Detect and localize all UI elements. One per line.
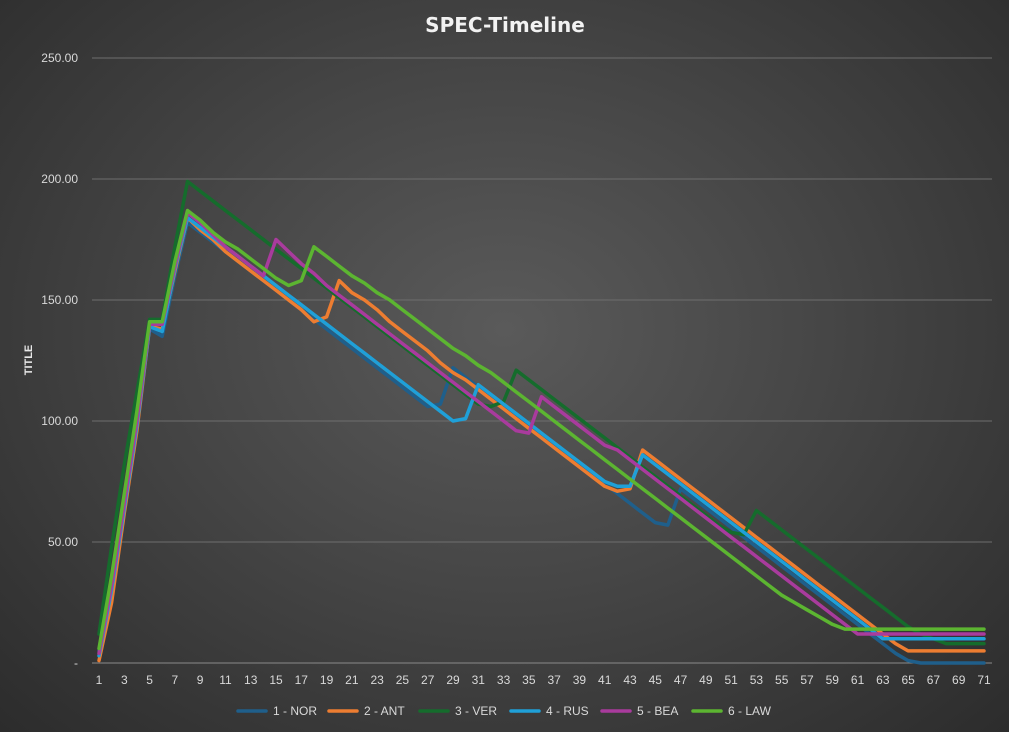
series-line-6-law <box>97 208 986 651</box>
x-tick-label: 1 <box>96 673 103 687</box>
x-tick-label: 39 <box>573 673 587 687</box>
x-tick-label: 51 <box>724 673 738 687</box>
y-tick-label: 50.00 <box>48 535 78 549</box>
x-tick-label: 37 <box>547 673 561 687</box>
x-tick-label: 11 <box>219 673 232 687</box>
x-tick-label: 35 <box>522 673 536 687</box>
x-tick-label: 43 <box>623 673 637 687</box>
y-tick-label: 200.00 <box>41 172 78 186</box>
x-tick-label: 33 <box>497 673 511 687</box>
x-tick-label: 19 <box>320 673 334 687</box>
x-tick-label: 65 <box>901 673 915 687</box>
x-tick-label: 17 <box>295 673 309 687</box>
legend-label: 5 - BEA <box>637 704 678 718</box>
y-tick-label: 100.00 <box>41 414 78 428</box>
x-tick-label: 27 <box>421 673 435 687</box>
y-tick-label: - <box>74 656 78 670</box>
series-line-1-nor <box>97 220 986 665</box>
x-tick-label: 49 <box>699 673 713 687</box>
x-tick-label: 59 <box>826 673 840 687</box>
x-tick-label: 47 <box>674 673 688 687</box>
chart-title: SPEC-Timeline <box>425 13 585 37</box>
x-tick-label: 69 <box>952 673 966 687</box>
x-tick-label: 61 <box>851 673 865 687</box>
x-tick-label: 7 <box>172 673 179 687</box>
x-tick-label: 13 <box>244 673 258 687</box>
x-tick-label: 45 <box>649 673 663 687</box>
series-lines <box>97 179 986 665</box>
x-tick-label: 15 <box>269 673 283 687</box>
x-tick-label: 55 <box>775 673 789 687</box>
x-tick-label: 57 <box>800 673 814 687</box>
y-axis-label: TITLE <box>23 345 35 376</box>
legend-label: 4 - RUS <box>546 704 589 718</box>
x-tick-label: 5 <box>146 673 153 687</box>
x-tick-label: 9 <box>197 673 204 687</box>
legend-label: 6 - LAW <box>728 704 772 718</box>
x-tick-label: 25 <box>396 673 410 687</box>
x-tick-label: 3 <box>121 673 128 687</box>
series-line-2-ant <box>97 215 986 663</box>
y-axis-ticks: - 50.00 100.00 150.00 200.00 250.00 <box>41 51 78 670</box>
x-tick-label: 41 <box>598 673 612 687</box>
series-line-5-bea <box>97 211 986 656</box>
x-tick-label: 23 <box>370 673 384 687</box>
x-tick-label: 21 <box>345 673 359 687</box>
legend-label: 1 - NOR <box>273 704 317 718</box>
y-tick-label: 150.00 <box>41 293 78 307</box>
x-tick-label: 63 <box>876 673 890 687</box>
y-tick-label: 250.00 <box>41 51 78 65</box>
x-axis-ticks: 1 3 5 7 9 11 13 15 17 19 21 23 25 27 29 31 33 35 37 39 41 43 4… <box>96 673 991 687</box>
x-tick-label: 31 <box>472 673 486 687</box>
x-tick-label: 53 <box>750 673 764 687</box>
gridlines <box>92 57 992 664</box>
series-line-3-ver <box>97 179 986 646</box>
legend-label: 2 - ANT <box>364 704 405 718</box>
x-tick-label: 71 <box>977 673 991 687</box>
legend-label: 3 - VER <box>455 704 497 718</box>
x-tick-label: 67 <box>927 673 941 687</box>
x-tick-label: 29 <box>446 673 460 687</box>
legend: 1 - NOR 2 - ANT 3 - VER 4 - RUS 5 - BEA 6 - L… <box>236 704 772 718</box>
